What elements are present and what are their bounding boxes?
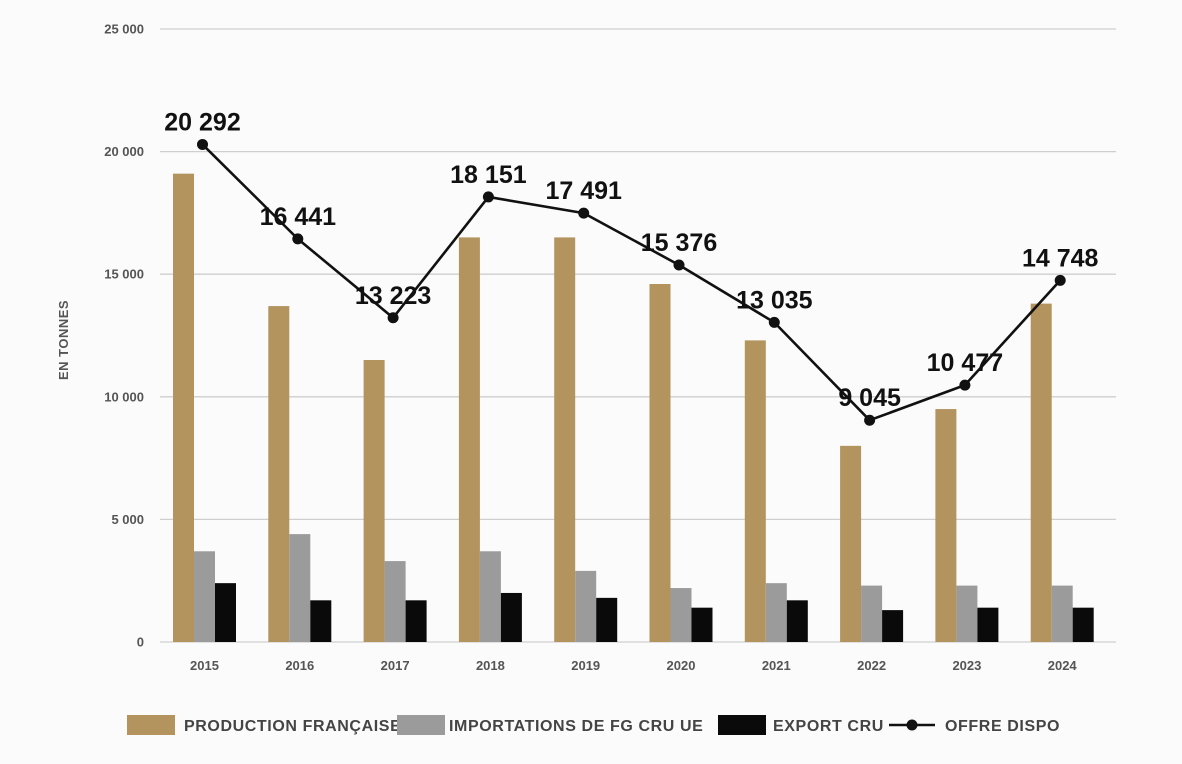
- data-label-2017: 13 223: [355, 282, 431, 310]
- bar-export-cru-2022: [882, 610, 904, 642]
- data-label-2024: 14 748: [1022, 244, 1099, 272]
- y-tick-label: 15 000: [104, 267, 144, 282]
- bar-importations-de-fg-cru-ue-2020: [670, 588, 692, 642]
- offre-dispo-point-2024: [1054, 274, 1066, 286]
- x-tick-label: 2020: [667, 658, 696, 673]
- x-tick-label: 2016: [285, 658, 314, 673]
- offre-dispo-point-2016: [292, 233, 304, 245]
- offre-dispo-point-2017: [387, 312, 399, 324]
- bar-export-cru-2015: [215, 583, 236, 642]
- bars: [173, 173, 1094, 643]
- x-tick-label: 2015: [190, 658, 219, 673]
- legend: PRODUCTION FRANÇAISE IMPORTATIONS DE FG C…: [127, 715, 1060, 735]
- legend-swatch-2: [718, 715, 766, 735]
- bar-production-fran-aise-2015: [173, 173, 194, 642]
- x-tick-label: 2017: [381, 658, 410, 673]
- bar-production-fran-aise-2023: [935, 409, 957, 642]
- bar-export-cru-2016: [310, 600, 332, 642]
- bar-importations-de-fg-cru-ue-2016: [289, 534, 311, 642]
- bar-importations-de-fg-cru-ue-2021: [765, 583, 787, 642]
- data-label-2015: 20 292: [164, 108, 240, 136]
- legend-swatch-0: [127, 715, 175, 735]
- offre-dispo-point-2021: [768, 316, 780, 328]
- legend-label-2: EXPORT CRU: [773, 718, 884, 735]
- offre-dispo-point-2015: [197, 138, 208, 150]
- x-axis-ticks: 2015 2016 2017 2018 2019 2020 2021 2022 2023 2024: [190, 658, 1077, 673]
- data-label-2018: 18 151: [450, 161, 527, 189]
- bar-importations-de-fg-cru-ue-2024: [1051, 585, 1073, 642]
- bar-export-cru-2023: [977, 607, 999, 642]
- bar-production-fran-aise-2021: [744, 340, 766, 642]
- data-label-2023: 10 477: [927, 349, 1003, 377]
- legend-swatch-1: [397, 715, 445, 735]
- bar-production-fran-aise-2017: [363, 360, 385, 642]
- offre-dispo-line: [197, 138, 1066, 426]
- offre-dispo-polyline: [201, 143, 1062, 422]
- offre-dispo-point-2019: [578, 207, 590, 219]
- data-label-2021: 13 035: [736, 286, 813, 314]
- x-tick-label: 2022: [857, 658, 886, 673]
- x-tick-label: 2024: [1048, 658, 1078, 673]
- legend-label-1: IMPORTATIONS DE FG CRU UE: [449, 718, 703, 735]
- bar-export-cru-2018: [500, 592, 522, 642]
- y-tick-label: 5 000: [111, 512, 144, 527]
- bar-export-cru-2024: [1072, 607, 1094, 642]
- x-tick-label: 2018: [476, 658, 505, 673]
- x-tick-label: 2021: [762, 658, 791, 673]
- bar-importations-de-fg-cru-ue-2023: [956, 585, 978, 642]
- data-label-2022: 9 045: [838, 384, 901, 412]
- bar-production-fran-aise-2016: [268, 306, 290, 642]
- data-label-2016: 16 441: [260, 203, 337, 231]
- bar-export-cru-2021: [786, 600, 808, 642]
- y-tick-label: 0: [137, 635, 144, 650]
- y-tick-label: 10 000: [104, 389, 144, 404]
- bar-production-fran-aise-2024: [1030, 303, 1052, 642]
- y-tick-label: 20 000: [104, 144, 144, 159]
- offre-dispo-point-2020: [673, 259, 685, 271]
- legend-label-0: PRODUCTION FRANÇAISE: [184, 718, 401, 735]
- bar-importations-de-fg-cru-ue-2022: [861, 585, 883, 642]
- legend-marker: [906, 719, 918, 731]
- data-label-2020: 15 376: [641, 229, 717, 257]
- y-axis-ticks: 0 5 000 10 000 15 000 20 000 25 000: [104, 22, 144, 650]
- offre-dispo-point-2022: [864, 414, 876, 426]
- data-label-2019: 17 491: [545, 177, 622, 205]
- bar-importations-de-fg-cru-ue-2017: [384, 561, 406, 642]
- bar-importations-de-fg-cru-ue-2019: [575, 570, 597, 642]
- bar-importations-de-fg-cru-ue-2015: [194, 551, 215, 642]
- legend-label-3: OFFRE DISPO: [945, 718, 1060, 735]
- bar-production-fran-aise-2019: [554, 237, 576, 643]
- y-axis-label: EN TONNES: [56, 300, 71, 380]
- x-tick-label: 2023: [952, 658, 981, 673]
- bar-export-cru-2020: [691, 607, 713, 642]
- offre-dispo-point-2023: [959, 379, 971, 391]
- bar-production-fran-aise-2020: [649, 284, 671, 642]
- y-tick-label: 25 000: [104, 22, 144, 37]
- offre-dispo-point-2018: [482, 191, 494, 203]
- bar-export-cru-2019: [596, 597, 618, 642]
- x-tick-label: 2019: [571, 658, 600, 673]
- data-labels: 20 292 16 441 13 223 18 151 17 491 15 376 13 0…: [164, 108, 1098, 412]
- bar-production-fran-aise-2018: [458, 237, 480, 643]
- bar-production-fran-aise-2022: [840, 445, 862, 642]
- bar-export-cru-2017: [405, 600, 427, 642]
- bar-importations-de-fg-cru-ue-2018: [479, 551, 501, 642]
